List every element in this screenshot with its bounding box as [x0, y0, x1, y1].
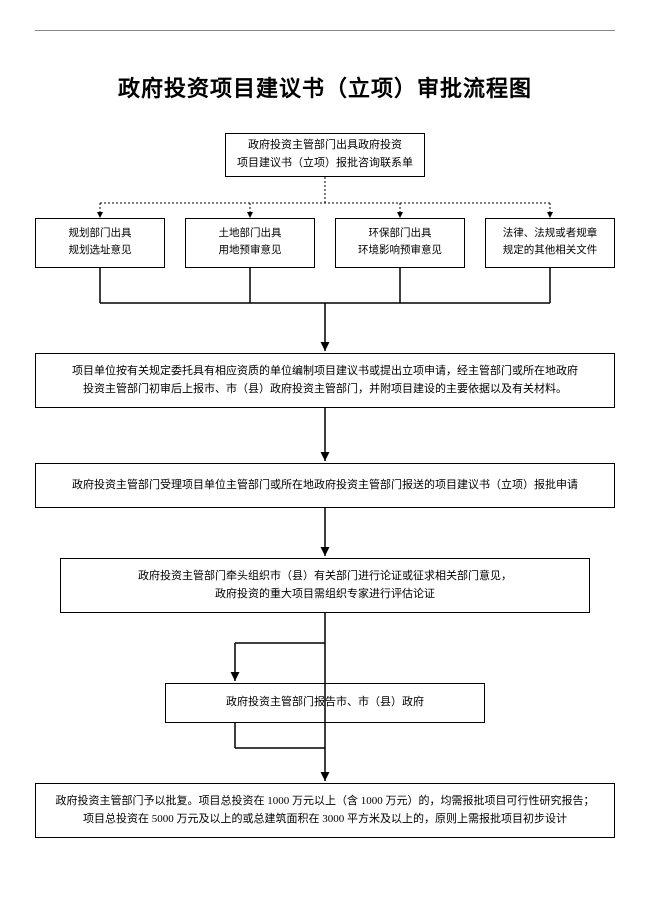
- node-land: 土地部门出具 用地预审意见: [185, 218, 315, 268]
- node-review-l2: 政府投资的重大项目需组织专家进行评估论证: [215, 586, 435, 604]
- node-env-l2: 环境影响预审意见: [358, 243, 442, 260]
- flowchart-container: 政府投资主管部门出具政府投资 项目建议书（立项）报批咨询联系单 规划部门出具 规…: [35, 133, 615, 833]
- node-planning-l2: 规划选址意见: [69, 243, 132, 260]
- node-env-l1: 环保部门出具: [369, 226, 432, 243]
- node-compile-l2: 投资主管部门初审后上报市、市（县）政府投资主管部门，并附项目建设的主要依据以及有…: [83, 381, 567, 399]
- node-compile-l1: 项目单位按有关规定委托具有相应资质的单位编制项目建议书或提出立项申请，经主管部门…: [72, 363, 578, 381]
- node-env: 环保部门出具 环境影响预审意见: [335, 218, 465, 268]
- node-review: 政府投资主管部门牵头组织市（县）有关部门进行论证或征求相关部门意见， 政府投资的…: [60, 558, 590, 613]
- node-review-l1: 政府投资主管部门牵头组织市（县）有关部门进行论证或征求相关部门意见，: [138, 568, 512, 586]
- node-accept: 政府投资主管部门受理项目单位主管部门或所在地政府投资主管部门报送的项目建议书（立…: [35, 463, 615, 508]
- node-report: 政府投资主管部门报告市、市（县）政府: [165, 683, 485, 723]
- node-land-l1: 土地部门出具: [219, 226, 282, 243]
- node-legal-l2: 规定的其他相关文件: [503, 243, 598, 260]
- node-approve-l2: 项目总投资在 5000 万元及以上的或总建筑面积在 3000 平方米及以上的，原…: [83, 811, 567, 829]
- node-compile: 项目单位按有关规定委托具有相应资质的单位编制项目建议书或提出立项申请，经主管部门…: [35, 353, 615, 408]
- node-approve-l1: 政府投资主管部门予以批复。项目总投资在 1000 万元以上（含 1000 万元）…: [56, 793, 595, 811]
- node-planning-l1: 规划部门出具: [69, 226, 132, 243]
- node-start-line1: 政府投资主管部门出具政府投资: [248, 137, 402, 155]
- node-legal: 法律、法规或者规章 规定的其他相关文件: [485, 218, 615, 268]
- node-report-text: 政府投资主管部门报告市、市（县）政府: [226, 694, 424, 712]
- page-top-rule: [35, 30, 615, 31]
- node-accept-text: 政府投资主管部门受理项目单位主管部门或所在地政府投资主管部门报送的项目建议书（立…: [72, 477, 578, 495]
- node-legal-l1: 法律、法规或者规章: [503, 226, 598, 243]
- node-start-line2: 项目建议书（立项）报批咨询联系单: [237, 155, 413, 173]
- page-title: 政府投资项目建议书（立项）审批流程图: [35, 71, 615, 103]
- node-planning: 规划部门出具 规划选址意见: [35, 218, 165, 268]
- node-approve: 政府投资主管部门予以批复。项目总投资在 1000 万元以上（含 1000 万元）…: [35, 783, 615, 838]
- node-parallel-row: 规划部门出具 规划选址意见 土地部门出具 用地预审意见 环保部门出具 环境影响预…: [35, 218, 615, 268]
- node-start: 政府投资主管部门出具政府投资 项目建议书（立项）报批咨询联系单: [225, 133, 425, 177]
- node-land-l2: 用地预审意见: [219, 243, 282, 260]
